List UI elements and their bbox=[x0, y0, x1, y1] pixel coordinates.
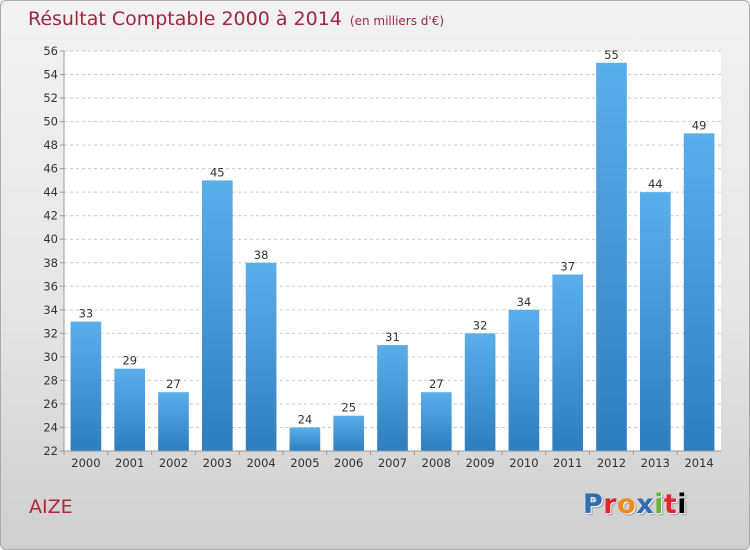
data-label-2005: 24 bbox=[298, 412, 313, 426]
data-label-2008: 27 bbox=[429, 377, 444, 391]
y-tick-label: 50 bbox=[43, 115, 58, 129]
place-name: AIZE bbox=[29, 496, 73, 518]
x-tick-label: 2005 bbox=[290, 456, 319, 470]
data-label-2003: 45 bbox=[210, 165, 225, 179]
data-label-2007: 31 bbox=[385, 330, 400, 344]
x-tick-label: 2001 bbox=[115, 456, 144, 470]
data-label-2004: 38 bbox=[254, 248, 269, 262]
y-tick-label: 42 bbox=[43, 209, 58, 223]
y-tick-label: 30 bbox=[43, 350, 58, 364]
x-tick-label: 2012 bbox=[597, 456, 626, 470]
y-tick-label: 44 bbox=[43, 185, 58, 199]
y-tick-label: 48 bbox=[43, 138, 58, 152]
bar-2001 bbox=[114, 368, 146, 451]
proxiti-logo: Proxiti bbox=[583, 489, 688, 520]
data-label-2012: 55 bbox=[604, 48, 619, 62]
y-tick-label: 22 bbox=[43, 444, 58, 458]
y-tick-label: 52 bbox=[43, 91, 58, 105]
x-tick-label: 2010 bbox=[509, 456, 538, 470]
bars bbox=[70, 62, 715, 452]
data-label-2011: 37 bbox=[560, 260, 575, 274]
x-tick-label: 2014 bbox=[684, 456, 713, 470]
chart-subtitle: (en milliers d'€) bbox=[349, 14, 445, 28]
y-axis-ticks: 22 24 26 28 30 32 34 36 38 40 42 44 46 48 50 52 54 56 bbox=[43, 44, 64, 458]
y-tick-label: 32 bbox=[43, 326, 58, 340]
y-tick-label: 34 bbox=[43, 303, 58, 317]
chart-title: Résultat Comptable 2000 à 2014 (en millie… bbox=[28, 8, 444, 30]
bar-2012 bbox=[596, 62, 627, 451]
bar-2014 bbox=[683, 133, 715, 451]
data-label-2009: 32 bbox=[473, 318, 488, 332]
x-tick-label: 2011 bbox=[553, 456, 582, 470]
data-label-2002: 27 bbox=[166, 377, 181, 391]
y-tick-label: 26 bbox=[43, 397, 58, 411]
y-tick-label: 56 bbox=[43, 44, 58, 58]
bar-2005 bbox=[289, 427, 321, 451]
bar-2009 bbox=[464, 333, 496, 451]
bar-2007 bbox=[377, 345, 408, 451]
x-tick-label: 2006 bbox=[334, 456, 363, 470]
x-tick-label: 2009 bbox=[465, 456, 494, 470]
bar-2008 bbox=[420, 392, 452, 451]
data-label-2013: 44 bbox=[648, 177, 663, 191]
bar-2000 bbox=[70, 321, 102, 451]
chart-title-text: Résultat Comptable 2000 à 2014 bbox=[28, 8, 342, 30]
data-label-2006: 25 bbox=[341, 401, 356, 415]
x-tick-label: 2008 bbox=[422, 456, 451, 470]
y-tick-label: 36 bbox=[43, 279, 58, 293]
y-tick-label: 40 bbox=[43, 232, 58, 246]
y-tick-label: 24 bbox=[43, 420, 58, 434]
data-label-2001: 29 bbox=[122, 354, 137, 368]
data-label-2000: 33 bbox=[79, 307, 94, 321]
bar-2002 bbox=[158, 392, 189, 451]
x-tick-label: 2013 bbox=[641, 456, 670, 470]
data-label-2010: 34 bbox=[517, 295, 532, 309]
data-label-2014: 49 bbox=[692, 118, 707, 132]
y-tick-label: 46 bbox=[43, 162, 58, 176]
bar-2003 bbox=[201, 180, 233, 452]
y-tick-label: 38 bbox=[43, 256, 58, 270]
x-tick-label: 2004 bbox=[246, 456, 275, 470]
y-tick-label: 28 bbox=[43, 373, 58, 387]
bar-2006 bbox=[333, 415, 365, 451]
y-tick-label: 54 bbox=[43, 68, 58, 82]
bar-2004 bbox=[245, 262, 277, 451]
x-tick-label: 2002 bbox=[159, 456, 188, 470]
data-labels: 33 29 27 45 38 24 25 31 27 32 34 37 55 44 49 bbox=[79, 48, 707, 427]
x-axis-ticks: 2000 2001 2002 2003 2004 2005 2006 2007 2008 2009… bbox=[63, 451, 714, 470]
bar-2011 bbox=[552, 274, 584, 451]
bar-2010 bbox=[508, 309, 540, 451]
bar-2013 bbox=[639, 192, 671, 452]
x-tick-label: 2007 bbox=[378, 456, 407, 470]
x-tick-label: 2000 bbox=[71, 456, 100, 470]
x-tick-label: 2003 bbox=[203, 456, 232, 470]
